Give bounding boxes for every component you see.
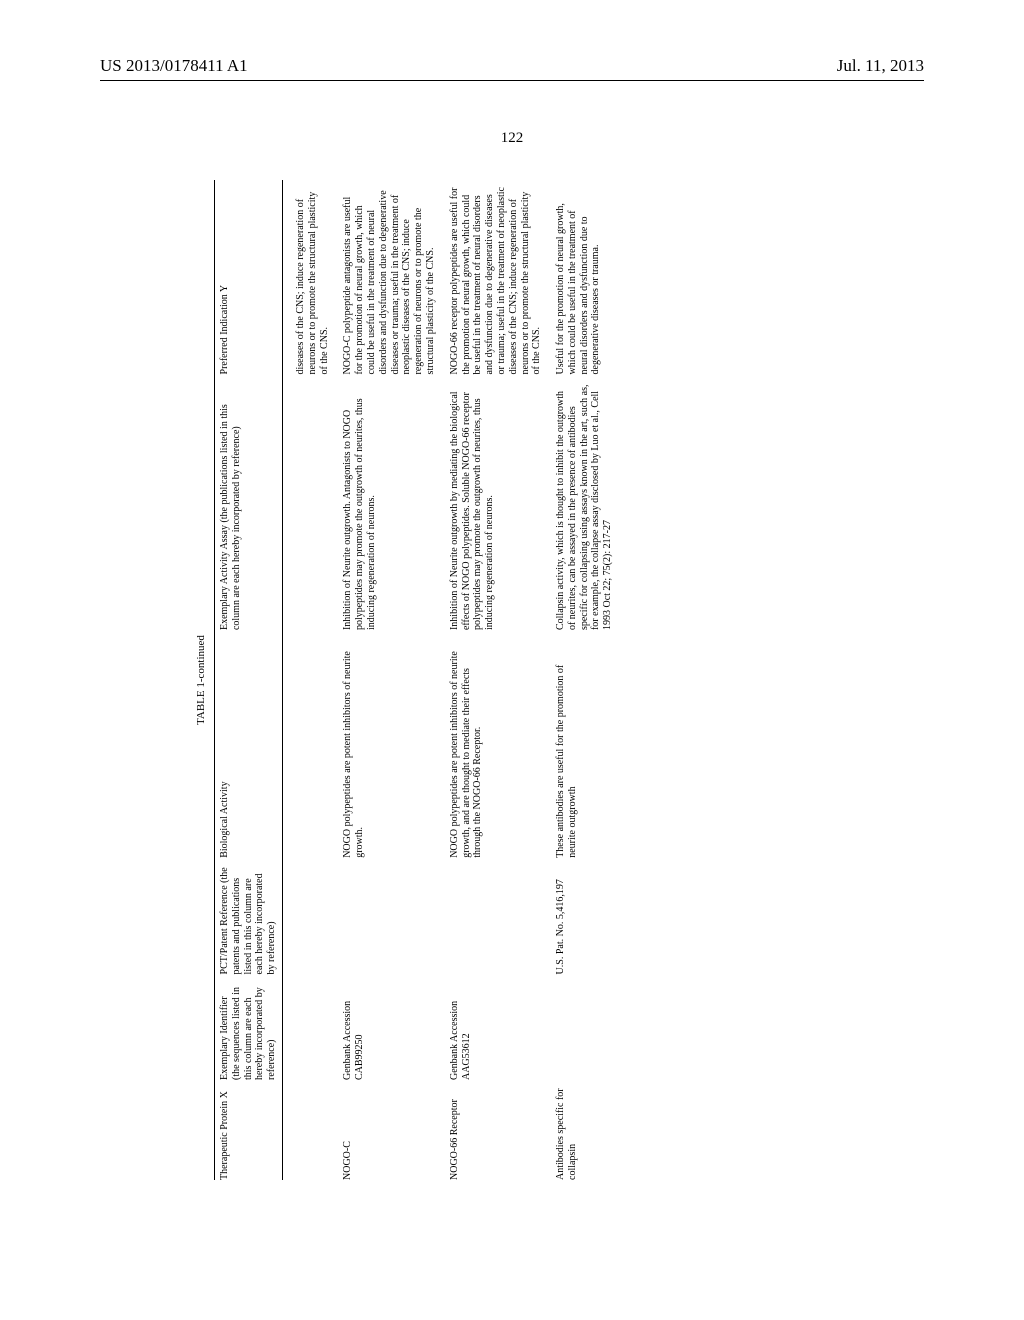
cell-assay (285, 374, 332, 630)
cell-identifier (545, 974, 616, 1080)
cell-activity (285, 630, 332, 858)
cell-activity: These antibodies are useful for the prom… (545, 630, 616, 858)
table-row: NOGO-66 Receptor Genbank Accession AAG53… (439, 180, 545, 1180)
cell-identifier: Genbank Accession CAB99250 (332, 974, 438, 1080)
cell-indication: NOGO-66 receptor polypeptides are useful… (439, 180, 545, 374)
table-header-rule (282, 180, 283, 1180)
publication-number: US 2013/0178411 A1 (100, 56, 248, 76)
table-top-rule (214, 180, 215, 1180)
publication-date: Jul. 11, 2013 (837, 56, 924, 76)
col-identifier: Exemplary Identifier (the sequences list… (217, 974, 280, 1080)
col-activity: Biological Activity (217, 630, 280, 858)
cell-patent: U.S. Pat. No. 5,416,197 (545, 858, 616, 975)
cell-patent (332, 858, 438, 975)
cell-indication: diseases of the CNS; induce regeneration… (285, 180, 332, 374)
cell-protein (285, 1080, 332, 1180)
table-caption: TABLE 1-continued (195, 180, 208, 1180)
cell-protein: NOGO-C (332, 1080, 438, 1180)
col-patent: PCT/Patent Reference (the patents and pu… (217, 858, 280, 975)
cell-indication: Useful for the promotion of neural growt… (545, 180, 616, 374)
table-1-continued: TABLE 1-continued Therapeutic Protein X … (195, 180, 616, 1180)
therapeutic-protein-table: Therapeutic Protein X Exemplary Identifi… (217, 180, 616, 1180)
cell-protein: Antibodies specific for collapsin (545, 1080, 616, 1180)
table-row: NOGO-C Genbank Accession CAB99250 NOGO p… (332, 180, 438, 1180)
cell-indication: NOGO-C polypeptide antagonists are usefu… (332, 180, 438, 374)
cell-identifier: Genbank Accession AAG53612 (439, 974, 545, 1080)
header-rule (100, 80, 924, 81)
cell-patent (285, 858, 332, 975)
table-row: Antibodies specific for collapsin U.S. P… (545, 180, 616, 1180)
cell-assay: Inhibition of Neurite outgrowth. Antagon… (332, 374, 438, 630)
cell-assay: Collapsin activity, which is thought to … (545, 374, 616, 630)
cell-activity: NOGO polypeptides are potent inhibitors … (332, 630, 438, 858)
table-row: diseases of the CNS; induce regeneration… (285, 180, 332, 1180)
cell-identifier (285, 974, 332, 1080)
cell-activity: NOGO polypeptides are potent inhibitors … (439, 630, 545, 858)
table-header-row: Therapeutic Protein X Exemplary Identifi… (217, 180, 280, 1180)
page-header: US 2013/0178411 A1 Jul. 11, 2013 (0, 56, 1024, 81)
cell-assay: Inhibition of Neurite outgrowth by media… (439, 374, 545, 630)
cell-patent (439, 858, 545, 975)
page-number: 122 (0, 130, 1024, 147)
col-indication: Preferred Indication Y (217, 180, 280, 374)
col-therapeutic-protein: Therapeutic Protein X (217, 1080, 280, 1180)
cell-protein: NOGO-66 Receptor (439, 1080, 545, 1180)
col-assay: Exemplary Activity Assay (the publicatio… (217, 374, 280, 630)
